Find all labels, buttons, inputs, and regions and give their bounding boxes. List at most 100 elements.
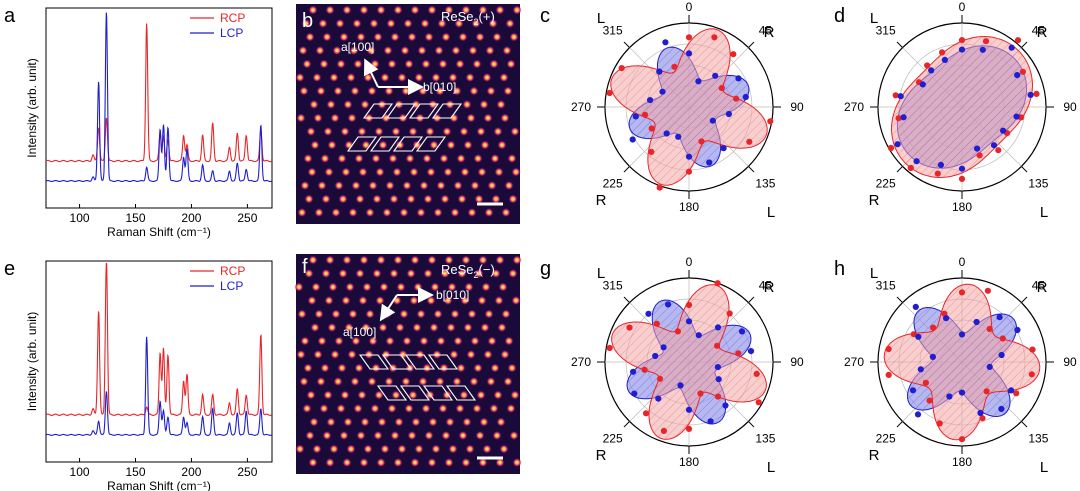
atom <box>510 126 520 137</box>
atom <box>314 207 324 218</box>
atom <box>353 59 363 69</box>
atom <box>472 403 482 414</box>
atom <box>365 207 375 218</box>
atom <box>337 153 347 164</box>
atom <box>436 336 446 346</box>
atom <box>494 295 504 306</box>
atom <box>297 309 307 319</box>
atom <box>368 180 378 191</box>
atom <box>439 363 449 373</box>
atom <box>308 5 318 15</box>
atom <box>372 194 382 204</box>
atom <box>378 140 388 150</box>
data-point-rcp <box>726 310 733 317</box>
x-tick-label: 100 <box>70 211 90 225</box>
data-point-lcp <box>631 390 638 397</box>
atom <box>458 32 468 42</box>
handedness-label: R <box>869 192 880 209</box>
atom <box>299 86 309 96</box>
atom <box>371 153 381 164</box>
atom <box>383 45 393 56</box>
atom <box>504 180 514 191</box>
atom <box>333 376 343 387</box>
angle-label: 0 <box>959 0 966 14</box>
atom <box>330 349 340 360</box>
atom <box>367 376 377 387</box>
atom <box>424 430 434 441</box>
data-point-rcp <box>984 287 992 294</box>
atom <box>397 72 407 83</box>
atom <box>320 363 330 373</box>
atom <box>359 457 369 468</box>
x-axis-label: Raman Shift (cm⁻¹) <box>107 479 211 491</box>
data-point-lcp <box>712 72 719 79</box>
atom <box>331 207 341 218</box>
atom <box>493 390 503 400</box>
atom <box>461 457 471 468</box>
data-point-lcp <box>656 68 663 75</box>
atom <box>369 18 379 29</box>
atom <box>469 376 479 387</box>
atom <box>475 430 485 441</box>
data-point-rcp <box>958 37 966 44</box>
atom <box>318 18 328 29</box>
atom <box>508 194 518 204</box>
data-point-rcp <box>606 89 613 97</box>
polar-tick <box>1021 41 1028 48</box>
atom <box>412 322 422 333</box>
atom <box>491 194 501 204</box>
atom <box>507 363 517 373</box>
atom <box>404 403 414 414</box>
data-point-rcp <box>999 335 1006 342</box>
atom <box>408 126 418 137</box>
atom <box>468 45 478 56</box>
atom <box>385 336 395 346</box>
atom <box>354 363 364 373</box>
angle-label: 225 <box>603 176 623 190</box>
atom <box>306 390 316 400</box>
atom <box>405 153 415 164</box>
atom <box>377 417 387 427</box>
atom <box>382 207 392 218</box>
data-point-lcp <box>900 114 907 121</box>
atom <box>472 59 482 69</box>
atom <box>360 417 370 427</box>
atom <box>501 207 511 218</box>
atom <box>408 390 418 400</box>
atom <box>322 430 332 441</box>
unit-cell-outlines <box>358 354 477 401</box>
atom <box>429 140 439 150</box>
atom <box>461 255 471 265</box>
angle-label: 270 <box>844 355 864 369</box>
atom <box>334 180 344 191</box>
data-point-rcp <box>685 425 693 432</box>
atom <box>504 336 514 346</box>
data-point-lcp <box>695 78 702 85</box>
atom <box>444 5 454 15</box>
atom <box>324 295 334 306</box>
atom <box>328 282 338 292</box>
atom <box>356 430 366 441</box>
atom <box>429 322 439 333</box>
data-point-lcp <box>715 376 722 383</box>
angle-label: 45 <box>1032 279 1046 293</box>
data-point-lcp <box>720 145 727 152</box>
data-point-lcp <box>1027 91 1034 98</box>
atom <box>396 282 406 292</box>
x-tick-label: 250 <box>237 211 257 225</box>
atom <box>467 207 477 218</box>
data-point-lcp <box>725 110 733 118</box>
data-point-rcp <box>648 148 655 155</box>
atom <box>444 255 454 265</box>
data-point-rcp <box>986 325 993 333</box>
data-point-lcp <box>986 363 993 370</box>
atom <box>424 32 434 42</box>
atom <box>331 309 341 319</box>
data-point-rcp <box>755 399 762 406</box>
atom <box>375 295 385 306</box>
atom <box>370 403 380 414</box>
atom <box>384 86 394 96</box>
atom <box>300 336 310 346</box>
atom <box>326 99 336 110</box>
data-point-rcp <box>926 397 933 404</box>
